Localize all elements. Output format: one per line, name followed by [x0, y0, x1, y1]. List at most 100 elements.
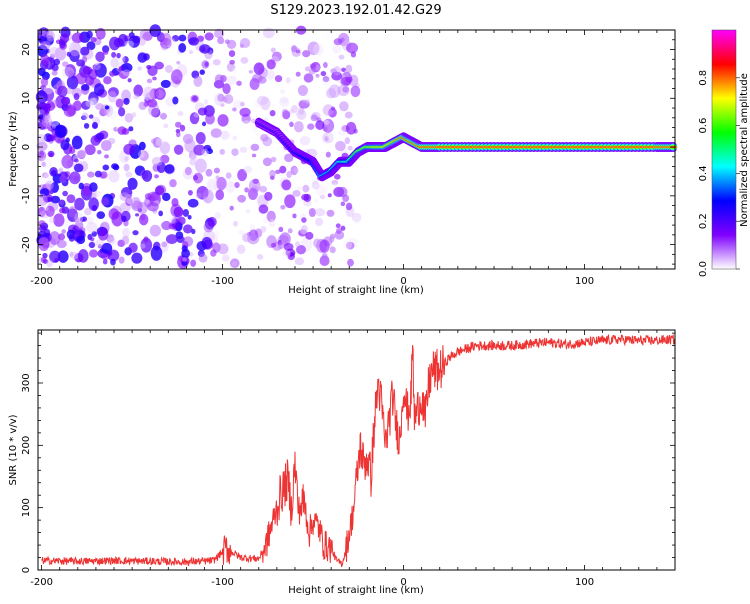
spectrogram-noise-blob — [36, 194, 48, 206]
spectrogram-noise-blob — [40, 54, 50, 66]
spectrogram-noise-blob — [159, 141, 171, 155]
spectrogram-noise-blob — [36, 141, 48, 151]
spectrogram-noise-blob — [288, 109, 294, 114]
spectrogram-x-axis-label: Height of straight line (km) — [288, 285, 424, 296]
spectrogram-noise-blob — [201, 121, 207, 127]
spectrogram-noise-blob — [337, 186, 348, 198]
spectrogram-noise-blob — [139, 243, 146, 249]
spectrogram-noise-blob — [293, 121, 304, 133]
spectrogram-noise-blob — [77, 249, 89, 263]
spectrogram-noise-blob — [57, 250, 69, 263]
spectrogram-noise-blob — [335, 227, 342, 235]
spectrogram-noise-blob — [137, 52, 148, 63]
spectrogram-noise-blob — [324, 136, 330, 142]
spectrogram-noise-blob — [229, 59, 236, 65]
spectrogram-noise-blob — [321, 77, 332, 86]
spectrogram-noise-blob — [268, 220, 276, 227]
spectrogram-noise-blob — [37, 206, 46, 218]
spectrogram-noise-blob — [102, 50, 109, 55]
spectrogram-noise-blob — [304, 66, 311, 72]
spectrogram-noise-blob — [62, 66, 75, 78]
spectrogram-noise-blob — [62, 190, 68, 197]
colorbar-label: Normalized spectral amplitude — [739, 73, 750, 227]
snr-y-tick-label: 300 — [21, 373, 32, 392]
spectrogram-noise-blob — [159, 112, 168, 120]
spectrogram-noise-blob — [163, 123, 169, 129]
spectrogram-noise-blob — [97, 227, 109, 241]
spectrogram-noise-blob — [232, 135, 238, 141]
spectrogram-noise-blob — [280, 204, 286, 210]
spectrogram-noise-blob — [138, 141, 146, 151]
spectrogram-noise-blob — [262, 157, 272, 167]
spectrogram-noise-blob — [108, 170, 120, 183]
spectrogram-noise-blob — [120, 210, 131, 222]
spectrogram-noise-blob — [326, 87, 337, 99]
spectrogram-noise-blob — [48, 135, 56, 142]
spectrogram-noise-blob — [205, 168, 213, 177]
spectrogram-noise-blob — [312, 179, 319, 185]
spectrogram-noise-blob — [305, 231, 314, 240]
spectrogram-noise-blob — [195, 132, 206, 145]
spectrogram-noise-blob — [270, 156, 277, 163]
spectrogram-noise-blob — [42, 172, 53, 185]
spectrogram-noise-blob — [239, 101, 245, 107]
spectrogram-noise-blob — [86, 41, 96, 51]
spectrogram-noise-blob — [133, 94, 140, 100]
spectrogram-noise-blob — [38, 109, 45, 116]
spectrogram-noise-blob — [260, 133, 269, 142]
spectrogram-noise-blob — [160, 154, 170, 164]
spectrogram-noise-blob — [275, 169, 281, 175]
spectrogram-noise-blob — [124, 40, 134, 49]
spectrogram-noise-blob — [223, 94, 234, 104]
spectrogram-noise-blob — [182, 209, 190, 217]
spectrogram-noise-blob — [212, 59, 221, 66]
spectrogram-noise-blob — [232, 67, 238, 74]
spectrogram-noise-blob — [295, 241, 301, 247]
spectrogram-noise-blob — [59, 174, 67, 183]
spectrogram-noise-blob — [113, 126, 119, 132]
spectrogram-noise-blob — [189, 158, 197, 166]
spectrogram-noise-blob — [48, 152, 54, 158]
spectrogram-noise-blob — [322, 104, 334, 116]
spectrogram-noise-blob — [67, 41, 73, 49]
spectrogram-noise-blob — [66, 194, 76, 204]
spectrogram-y-tick-label: 0 — [21, 144, 32, 150]
spectrogram-noise-blob — [333, 38, 342, 46]
spectrogram-noise-blob — [333, 66, 342, 76]
spectrogram-noise-blob — [326, 209, 335, 217]
spectrogram-noise-blob — [201, 236, 213, 250]
spectrogram-noise-blob — [315, 120, 325, 130]
spectrogram-noise-blob — [91, 193, 97, 199]
spectrogram-noise-blob — [247, 232, 260, 245]
spectrogram-noise-blob — [92, 64, 98, 70]
spectrogram-noise-blob — [351, 212, 362, 222]
spectrogram-noise-blob — [285, 77, 291, 84]
snr-x-axis-label: Height of straight line (km) — [288, 585, 424, 596]
spectrogram-noise-blob — [91, 121, 99, 130]
spectrogram-noise-blob — [214, 28, 225, 39]
spectrogram-noise-blob — [92, 190, 101, 198]
spectrogram-noise-blob — [215, 175, 220, 180]
spectrogram-noise-blob — [340, 201, 346, 207]
spectrogram-noise-blob — [315, 107, 327, 119]
spectrogram-noise-blob — [231, 148, 239, 156]
spectrogram-noise-blob — [298, 229, 308, 237]
spectrogram-noise-blob — [38, 237, 49, 246]
spectrogram-noise-blob — [158, 210, 164, 217]
spectrogram-noise-blob — [269, 169, 276, 178]
spectrogram-noise-blob — [103, 76, 112, 85]
spectrogram-noise-blob — [128, 32, 135, 39]
spectrogram-noise-blob — [266, 69, 275, 80]
spectrogram-noise-blob — [315, 64, 321, 71]
spectrogram-noise-blob — [197, 35, 205, 43]
spectrogram-noise-blob — [154, 61, 164, 70]
spectrogram-noise-blob — [236, 80, 242, 86]
spectrogram-noise-blob — [264, 191, 273, 201]
spectrogram-noise-blob — [196, 185, 209, 200]
spectrogram-noise-blob — [76, 235, 86, 245]
spectrogram-noise-blob — [298, 178, 308, 188]
spectrogram-noise-blob — [181, 248, 190, 259]
spectrogram-noise-blob — [174, 121, 182, 128]
spectrogram-noise-blob — [340, 76, 352, 87]
